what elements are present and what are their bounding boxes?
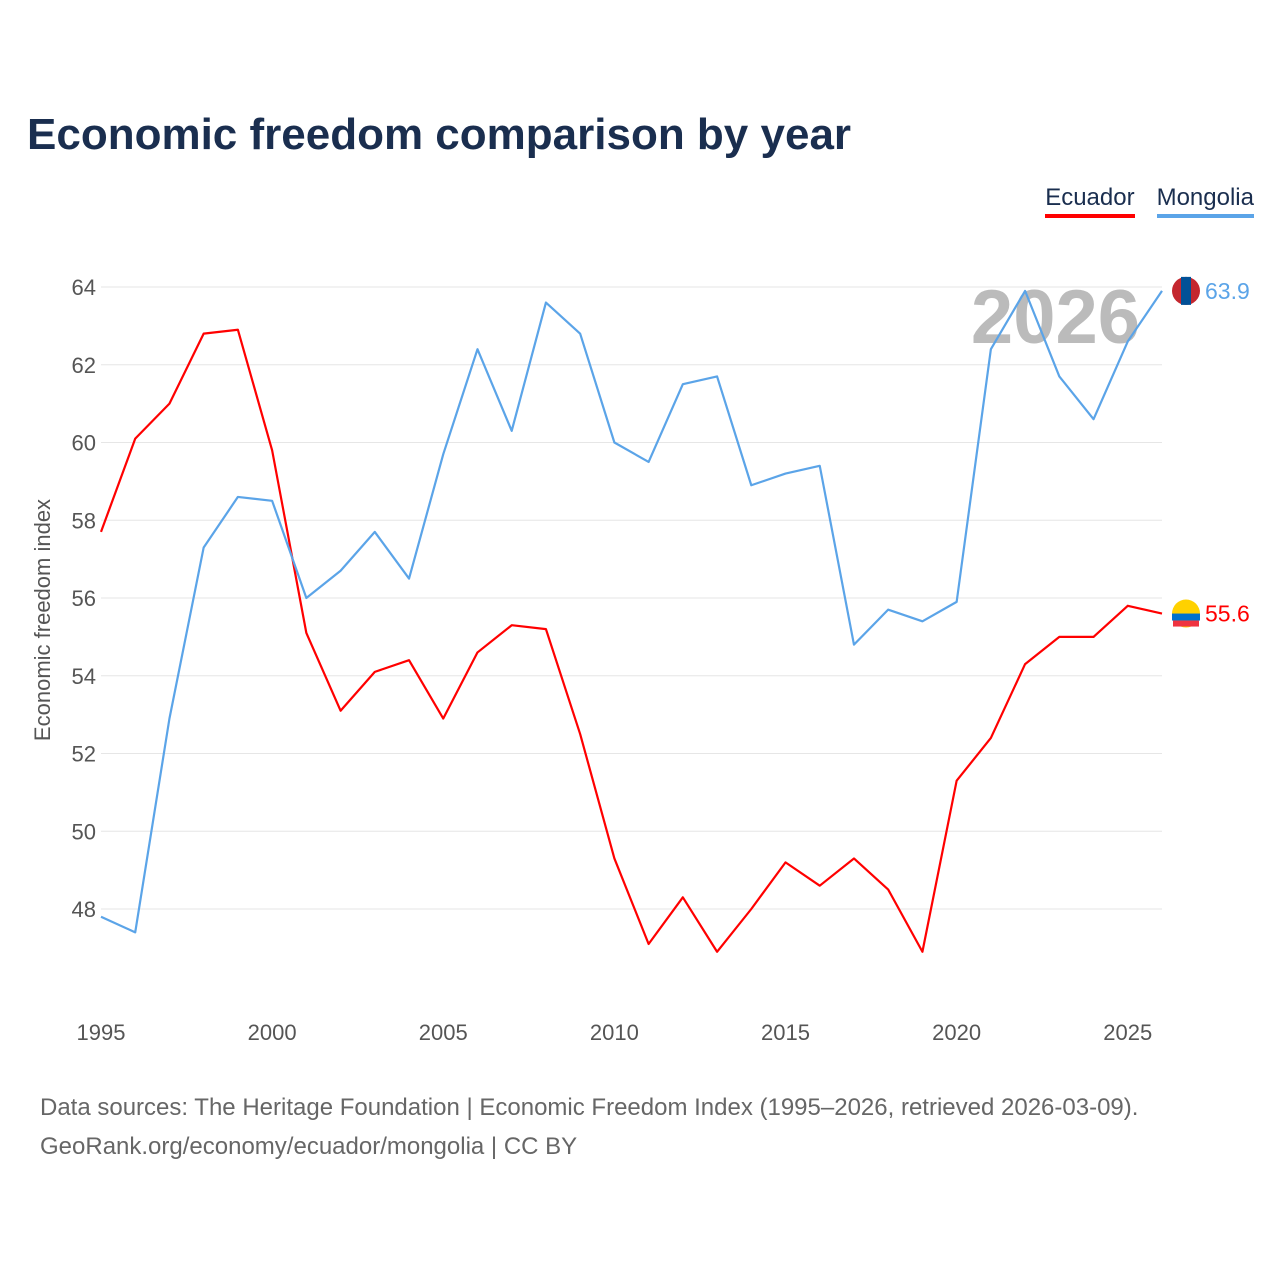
y-tick-label: 56 — [72, 586, 96, 611]
x-tick-label: 1995 — [77, 1020, 126, 1045]
chart-title: Economic freedom comparison by year — [27, 110, 852, 159]
legend-mongolia[interactable]: Mongolia — [1156, 184, 1254, 218]
x-tick-label: 2005 — [419, 1020, 468, 1045]
y-tick-label: 60 — [72, 431, 96, 456]
flag-stripe — [1172, 613, 1200, 621]
flag-stripe — [1173, 620, 1199, 627]
source-line-2[interactable]: GeoRank.org/economy/ecuador/mongolia | C… — [40, 1133, 578, 1160]
x-tick-label: 2025 — [1103, 1020, 1152, 1045]
flag-stripe — [1181, 276, 1191, 305]
end-value-label: 63.9 — [1205, 278, 1250, 304]
y-tick-label: 50 — [72, 819, 96, 844]
legend-ecuador[interactable]: Ecuador — [1045, 184, 1135, 218]
y-axis-label: Economic freedom index — [30, 499, 55, 741]
y-tick-label: 62 — [72, 353, 96, 378]
y-tick-label: 64 — [72, 275, 96, 300]
legend: Ecuador Mongolia — [1045, 184, 1254, 218]
x-tick-label: 2000 — [248, 1020, 297, 1045]
y-tick-label: 48 — [72, 897, 96, 922]
y-tick-label: 52 — [72, 742, 96, 767]
line-chart: 48 50 52 54 56 58 60 62 64 1995 2000 2005 2010 2015 20… — [30, 275, 1250, 1045]
x-tick-label: 2020 — [932, 1020, 981, 1045]
x-tick-label: 2015 — [761, 1020, 810, 1045]
y-tick-label: 58 — [72, 508, 96, 533]
y-tick-label: 54 — [72, 664, 96, 689]
x-tick-label: 2010 — [590, 1020, 639, 1045]
source-note: Data sources: The Heritage Foundation | … — [40, 1088, 1138, 1166]
series-line-mongolia — [100, 289, 1163, 934]
end-value-label: 55.6 — [1205, 601, 1250, 627]
source-line-1: Data sources: The Heritage Foundation | … — [40, 1094, 1139, 1121]
series-line-ecuador — [99, 328, 1163, 953]
year-watermark: 2026 — [971, 275, 1140, 360]
